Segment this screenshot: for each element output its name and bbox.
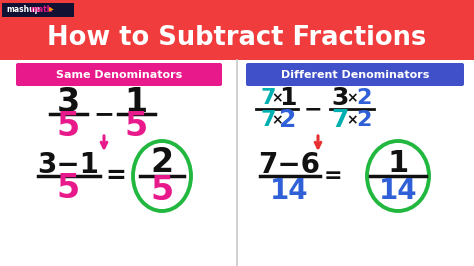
Text: math: math bbox=[30, 6, 52, 15]
Text: mashup: mashup bbox=[6, 6, 40, 15]
Text: ▶: ▶ bbox=[49, 7, 54, 13]
Text: 7−6: 7−6 bbox=[258, 151, 320, 179]
Text: 2: 2 bbox=[356, 110, 372, 130]
Text: 3: 3 bbox=[331, 86, 349, 110]
Text: 1: 1 bbox=[279, 86, 297, 110]
Text: 1: 1 bbox=[387, 148, 409, 177]
Text: How to Subtract Fractions: How to Subtract Fractions bbox=[47, 25, 427, 51]
Bar bbox=[2, 3, 74, 17]
Text: Different Denominators: Different Denominators bbox=[281, 69, 429, 80]
Text: =: = bbox=[324, 166, 342, 186]
Bar bbox=[0, 0, 474, 60]
Text: 3: 3 bbox=[56, 85, 80, 118]
Text: 5: 5 bbox=[56, 172, 80, 206]
Text: ×: × bbox=[271, 91, 283, 105]
Text: 2: 2 bbox=[150, 147, 173, 180]
Text: 14: 14 bbox=[379, 177, 417, 205]
Text: 2: 2 bbox=[279, 108, 297, 132]
Text: 2: 2 bbox=[356, 88, 372, 108]
Bar bbox=[0, 60, 237, 266]
Text: ×: × bbox=[346, 113, 358, 127]
Text: 7: 7 bbox=[331, 108, 349, 132]
Text: 5: 5 bbox=[124, 110, 147, 143]
Text: 3−1: 3−1 bbox=[37, 151, 99, 179]
Text: Same Denominators: Same Denominators bbox=[56, 69, 182, 80]
Bar bbox=[237, 60, 474, 266]
FancyBboxPatch shape bbox=[16, 63, 222, 86]
Text: 7: 7 bbox=[260, 110, 276, 130]
Text: 14: 14 bbox=[270, 177, 308, 205]
Text: =: = bbox=[106, 164, 127, 188]
Text: 5: 5 bbox=[150, 173, 173, 206]
Text: 5: 5 bbox=[56, 110, 80, 143]
Text: ×: × bbox=[346, 91, 358, 105]
Text: 7: 7 bbox=[260, 88, 276, 108]
Text: 1: 1 bbox=[125, 85, 147, 118]
Text: −: − bbox=[93, 102, 115, 126]
FancyBboxPatch shape bbox=[246, 63, 464, 86]
Text: ×: × bbox=[271, 113, 283, 127]
Text: −: − bbox=[304, 99, 322, 119]
